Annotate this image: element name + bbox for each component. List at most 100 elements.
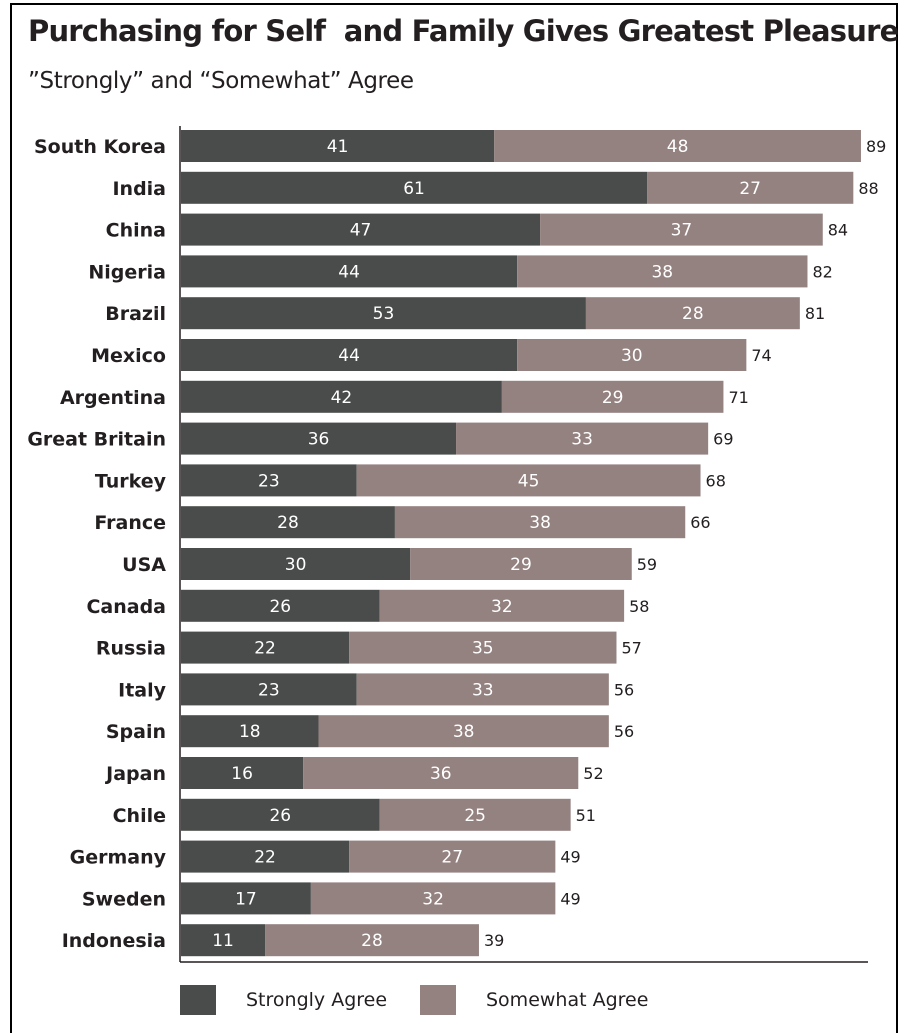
data-label-total: 69 bbox=[713, 430, 733, 449]
data-label-strongly-agree: 30 bbox=[285, 555, 307, 575]
data-label-somewhat-agree: 45 bbox=[518, 471, 540, 491]
legend-label-strongly-agree: Strongly Agree bbox=[246, 989, 388, 1011]
bar-strongly-agree bbox=[181, 464, 357, 497]
data-label-total: 57 bbox=[621, 639, 641, 658]
data-label-strongly-agree: 11 bbox=[212, 931, 234, 951]
category-label: USA bbox=[122, 554, 166, 576]
category-label: South Korea bbox=[34, 136, 166, 158]
bar-somewhat-agree bbox=[394, 506, 686, 539]
data-label-total: 56 bbox=[614, 722, 634, 741]
data-label-strongly-agree: 18 bbox=[239, 722, 261, 742]
category-label: France bbox=[94, 512, 166, 534]
data-label-somewhat-agree: 32 bbox=[422, 889, 444, 909]
category-label: Italy bbox=[118, 679, 166, 701]
data-label-strongly-agree: 36 bbox=[308, 430, 330, 450]
legend-swatch-somewhat-agree bbox=[420, 985, 456, 1015]
data-label-total: 81 bbox=[805, 304, 825, 323]
data-label-total: 82 bbox=[812, 262, 832, 281]
bar-strongly-agree bbox=[181, 130, 495, 162]
data-label-strongly-agree: 26 bbox=[269, 806, 291, 826]
data-label-somewhat-agree: 36 bbox=[430, 764, 452, 784]
bar-strongly-agree bbox=[181, 715, 319, 748]
data-label-somewhat-agree: 38 bbox=[453, 722, 475, 742]
bar-somewhat-agree bbox=[410, 548, 632, 580]
data-label-strongly-agree: 42 bbox=[331, 388, 353, 408]
bar-somewhat-agree bbox=[456, 422, 709, 455]
data-label-somewhat-agree: 29 bbox=[510, 555, 532, 575]
data-label-strongly-agree: 47 bbox=[350, 221, 372, 241]
data-label-strongly-agree: 16 bbox=[231, 764, 253, 784]
bar-somewhat-agree bbox=[517, 339, 747, 371]
data-label-strongly-agree: 44 bbox=[338, 262, 360, 282]
bar-strongly-agree bbox=[181, 757, 304, 789]
data-label-total: 71 bbox=[728, 388, 748, 407]
data-label-somewhat-agree: 28 bbox=[682, 304, 704, 324]
bar-strongly-agree bbox=[181, 589, 380, 622]
bar-strongly-agree bbox=[181, 213, 541, 246]
bar-strongly-agree bbox=[181, 798, 380, 831]
bar-somewhat-agree bbox=[647, 171, 854, 204]
bar-somewhat-agree bbox=[517, 255, 808, 288]
data-label-somewhat-agree: 25 bbox=[464, 806, 486, 826]
data-label-somewhat-agree: 28 bbox=[361, 931, 383, 951]
data-label-total: 66 bbox=[690, 513, 710, 532]
category-label: Nigeria bbox=[88, 261, 166, 283]
data-label-somewhat-agree: 48 bbox=[667, 137, 689, 157]
bar-somewhat-agree bbox=[303, 757, 579, 789]
data-label-total: 52 bbox=[583, 764, 603, 783]
bar-strongly-agree bbox=[181, 255, 518, 288]
data-label-total: 49 bbox=[560, 889, 580, 908]
category-label: India bbox=[112, 178, 166, 200]
data-label-total: 89 bbox=[866, 137, 886, 156]
data-label-somewhat-agree: 33 bbox=[571, 430, 593, 450]
category-label: Spain bbox=[106, 721, 166, 743]
category-label: Germany bbox=[70, 847, 167, 869]
bar-somewhat-agree bbox=[349, 631, 617, 664]
bar-somewhat-agree bbox=[379, 589, 625, 622]
data-label-strongly-agree: 61 bbox=[403, 179, 425, 199]
data-label-strongly-agree: 28 bbox=[277, 513, 299, 533]
category-label: Chile bbox=[113, 805, 166, 827]
bar-somewhat-agree bbox=[318, 715, 609, 748]
category-label: Indonesia bbox=[62, 930, 166, 952]
data-label-total: 68 bbox=[706, 471, 726, 490]
data-label-strongly-agree: 23 bbox=[258, 471, 280, 491]
category-label: Sweden bbox=[82, 888, 166, 910]
data-label-total: 74 bbox=[751, 346, 771, 365]
data-label-total: 88 bbox=[858, 179, 878, 198]
data-label-strongly-agree: 41 bbox=[327, 137, 349, 157]
data-label-strongly-agree: 53 bbox=[373, 304, 395, 324]
category-label: Canada bbox=[86, 596, 166, 618]
category-label: Russia bbox=[96, 638, 166, 660]
data-label-total: 51 bbox=[576, 806, 596, 825]
data-label-somewhat-agree: 30 bbox=[621, 346, 643, 366]
data-label-somewhat-agree: 37 bbox=[671, 221, 693, 241]
bar-somewhat-agree bbox=[349, 840, 556, 873]
bar-strongly-agree bbox=[181, 840, 350, 873]
data-label-strongly-agree: 23 bbox=[258, 680, 280, 700]
bar-strongly-agree bbox=[181, 339, 518, 371]
data-label-somewhat-agree: 32 bbox=[491, 597, 513, 617]
legend-item-somewhat-agree: Somewhat Agree bbox=[420, 985, 648, 1015]
chart-title: Purchasing for Self and Family Gives Gre… bbox=[28, 14, 899, 48]
category-label: Argentina bbox=[60, 387, 166, 409]
bar-somewhat-agree bbox=[356, 464, 701, 497]
category-label: Japan bbox=[104, 763, 166, 785]
bar-strongly-agree bbox=[181, 297, 586, 330]
chart-subtitle: ”Strongly” and “Somewhat” Agree bbox=[28, 68, 414, 94]
bar-strongly-agree bbox=[181, 422, 457, 455]
category-label: Brazil bbox=[105, 303, 166, 325]
data-label-strongly-agree: 26 bbox=[269, 597, 291, 617]
data-label-total: 56 bbox=[614, 680, 634, 699]
data-label-somewhat-agree: 27 bbox=[739, 179, 761, 199]
bar-strongly-agree bbox=[181, 924, 266, 957]
data-label-somewhat-agree: 33 bbox=[472, 680, 494, 700]
bar-somewhat-agree bbox=[379, 798, 571, 831]
bar-somewhat-agree bbox=[540, 213, 823, 246]
data-label-total: 84 bbox=[828, 221, 848, 240]
legend-label-somewhat-agree: Somewhat Agree bbox=[486, 989, 649, 1011]
data-label-total: 49 bbox=[560, 848, 580, 867]
data-label-total: 59 bbox=[637, 555, 657, 574]
data-label-somewhat-agree: 38 bbox=[529, 513, 551, 533]
